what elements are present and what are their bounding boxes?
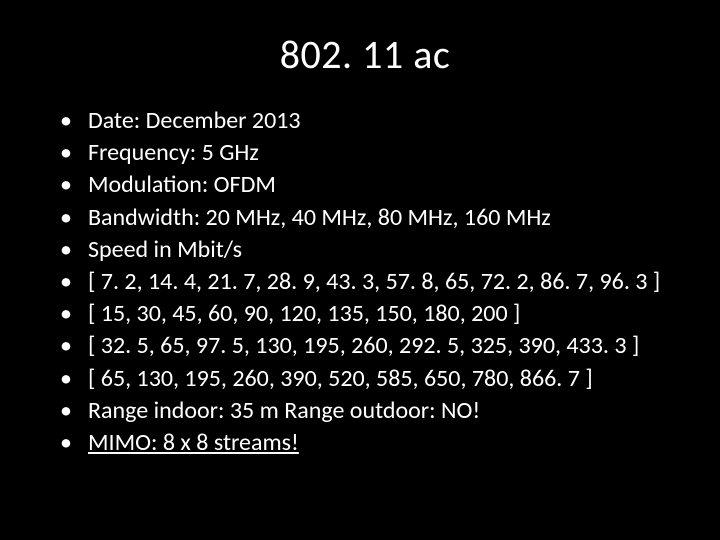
bullet-text: Frequency: 5 GHz — [88, 138, 259, 167]
list-item: [ 32. 5, 65, 97. 5, 130, 195, 260, 292. … — [60, 330, 690, 361]
bullet-text: [ 65, 130, 195, 260, 390, 520, 585, 650,… — [88, 364, 593, 393]
bullet-text: [ 7. 2, 14. 4, 21. 7, 28. 9, 43. 3, 57. … — [88, 267, 660, 296]
bullet-text: MIMO: 8 x 8 streams! — [88, 428, 299, 457]
bullet-text: Date: December 2013 — [88, 106, 301, 135]
bullet-text: [ 15, 30, 45, 60, 90, 120, 135, 150, 180… — [88, 299, 520, 328]
list-item: [ 15, 30, 45, 60, 90, 120, 135, 150, 180… — [60, 298, 690, 329]
list-item: Range indoor: 35 m Range outdoor: NO! — [60, 395, 690, 426]
list-item: [ 7. 2, 14. 4, 21. 7, 28. 9, 43. 3, 57. … — [60, 266, 690, 297]
list-item: MIMO: 8 x 8 streams! — [60, 427, 690, 458]
list-item: Speed in Mbit/s — [60, 234, 690, 265]
list-item: [ 65, 130, 195, 260, 390, 520, 585, 650,… — [60, 363, 690, 394]
bullet-text: Bandwidth: 20 MHz, 40 MHz, 80 MHz, 160 M… — [88, 203, 551, 232]
list-item: Frequency: 5 GHz — [60, 137, 690, 168]
slide: 802. 11 ac Date: December 2013 Frequency… — [0, 0, 720, 540]
bullet-text: Range indoor: 35 m Range outdoor: NO! — [88, 396, 480, 425]
slide-title: 802. 11 ac — [40, 30, 690, 79]
bullet-list: Date: December 2013 Frequency: 5 GHz Mod… — [40, 105, 690, 458]
bullet-text: Modulation: OFDM — [88, 170, 276, 199]
bullet-text: [ 32. 5, 65, 97. 5, 130, 195, 260, 292. … — [88, 331, 639, 360]
bullet-text: Speed in Mbit/s — [88, 235, 242, 264]
list-item: Date: December 2013 — [60, 105, 690, 136]
list-item: Modulation: OFDM — [60, 169, 690, 200]
list-item: Bandwidth: 20 MHz, 40 MHz, 80 MHz, 160 M… — [60, 202, 690, 233]
